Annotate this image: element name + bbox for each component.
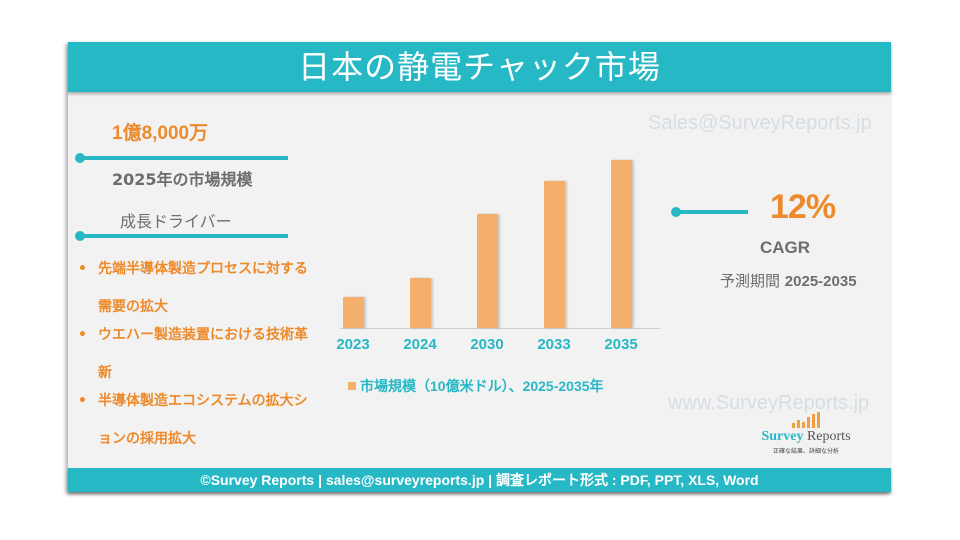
watermark-email: Sales@SurveyReports.jp bbox=[648, 112, 872, 134]
cagr-value: 12% bbox=[770, 188, 836, 226]
market-size-label: 2025年の市場規模 bbox=[112, 170, 253, 189]
survey-reports-logo: Survey Reports 正確な結果、詳細な分析 bbox=[746, 412, 866, 455]
x-axis bbox=[340, 328, 660, 329]
x-tick-label: 2024 bbox=[403, 336, 437, 353]
bar-chart: 2023 2024 2030 2033 2035 bbox=[336, 148, 660, 378]
driver-item: • 先端半導体製造プロセスに対する 需要の拡大 bbox=[76, 250, 346, 326]
connector-dot-icon bbox=[75, 153, 85, 163]
bar-2023 bbox=[343, 297, 364, 328]
watermark-url: www.SurveyReports.jp bbox=[668, 392, 870, 414]
page-title: 日本の静電チャック市場 bbox=[68, 42, 891, 92]
connector-dot-icon bbox=[671, 207, 681, 217]
bullet-icon: • bbox=[78, 261, 87, 277]
connector-dot-icon bbox=[75, 231, 85, 241]
bar-2035 bbox=[611, 160, 632, 328]
driver-item: • ウエハー製造装置における技術革 新 bbox=[76, 316, 346, 392]
cagr-connector bbox=[671, 207, 748, 217]
infographic-frame: 日本の静電チャック市場 Sales@SurveyReports.jp www.S… bbox=[68, 42, 891, 492]
market-size-connector bbox=[75, 153, 288, 163]
forecast-period: 予測期間 2025-2035 bbox=[720, 272, 857, 290]
footer-bar: ©Survey Reports | sales@surveyreports.jp… bbox=[68, 468, 891, 492]
bullet-icon: • bbox=[78, 327, 87, 343]
chart-legend: 市場規模（10億米ドル）、2025-2035年 bbox=[348, 376, 604, 396]
market-size-value: 1億8,000万 bbox=[112, 123, 209, 144]
x-tick-label: 2023 bbox=[336, 336, 370, 353]
x-tick-label: 2030 bbox=[470, 336, 504, 353]
drivers-connector bbox=[75, 231, 288, 241]
cagr-label: CAGR bbox=[760, 238, 811, 257]
bar-2030 bbox=[477, 214, 498, 328]
drivers-list: • 先端半導体製造プロセスに対する 需要の拡大 • ウエハー製造装置における技術… bbox=[76, 250, 346, 458]
x-tick-label: 2035 bbox=[604, 336, 638, 353]
bar-2024 bbox=[410, 278, 431, 328]
bar-2033 bbox=[544, 181, 565, 328]
logo-bars-icon bbox=[746, 412, 866, 428]
driver-item: • 半導体製造エコシステムの拡大シ ョンの採用拡大 bbox=[76, 382, 346, 458]
legend-swatch-icon bbox=[348, 382, 356, 390]
x-tick-label: 2033 bbox=[537, 336, 571, 353]
logo-tagline: 正確な結果、詳細な分析 bbox=[772, 448, 839, 455]
bullet-icon: • bbox=[78, 393, 87, 409]
drivers-title: 成長ドライバー bbox=[120, 212, 232, 231]
